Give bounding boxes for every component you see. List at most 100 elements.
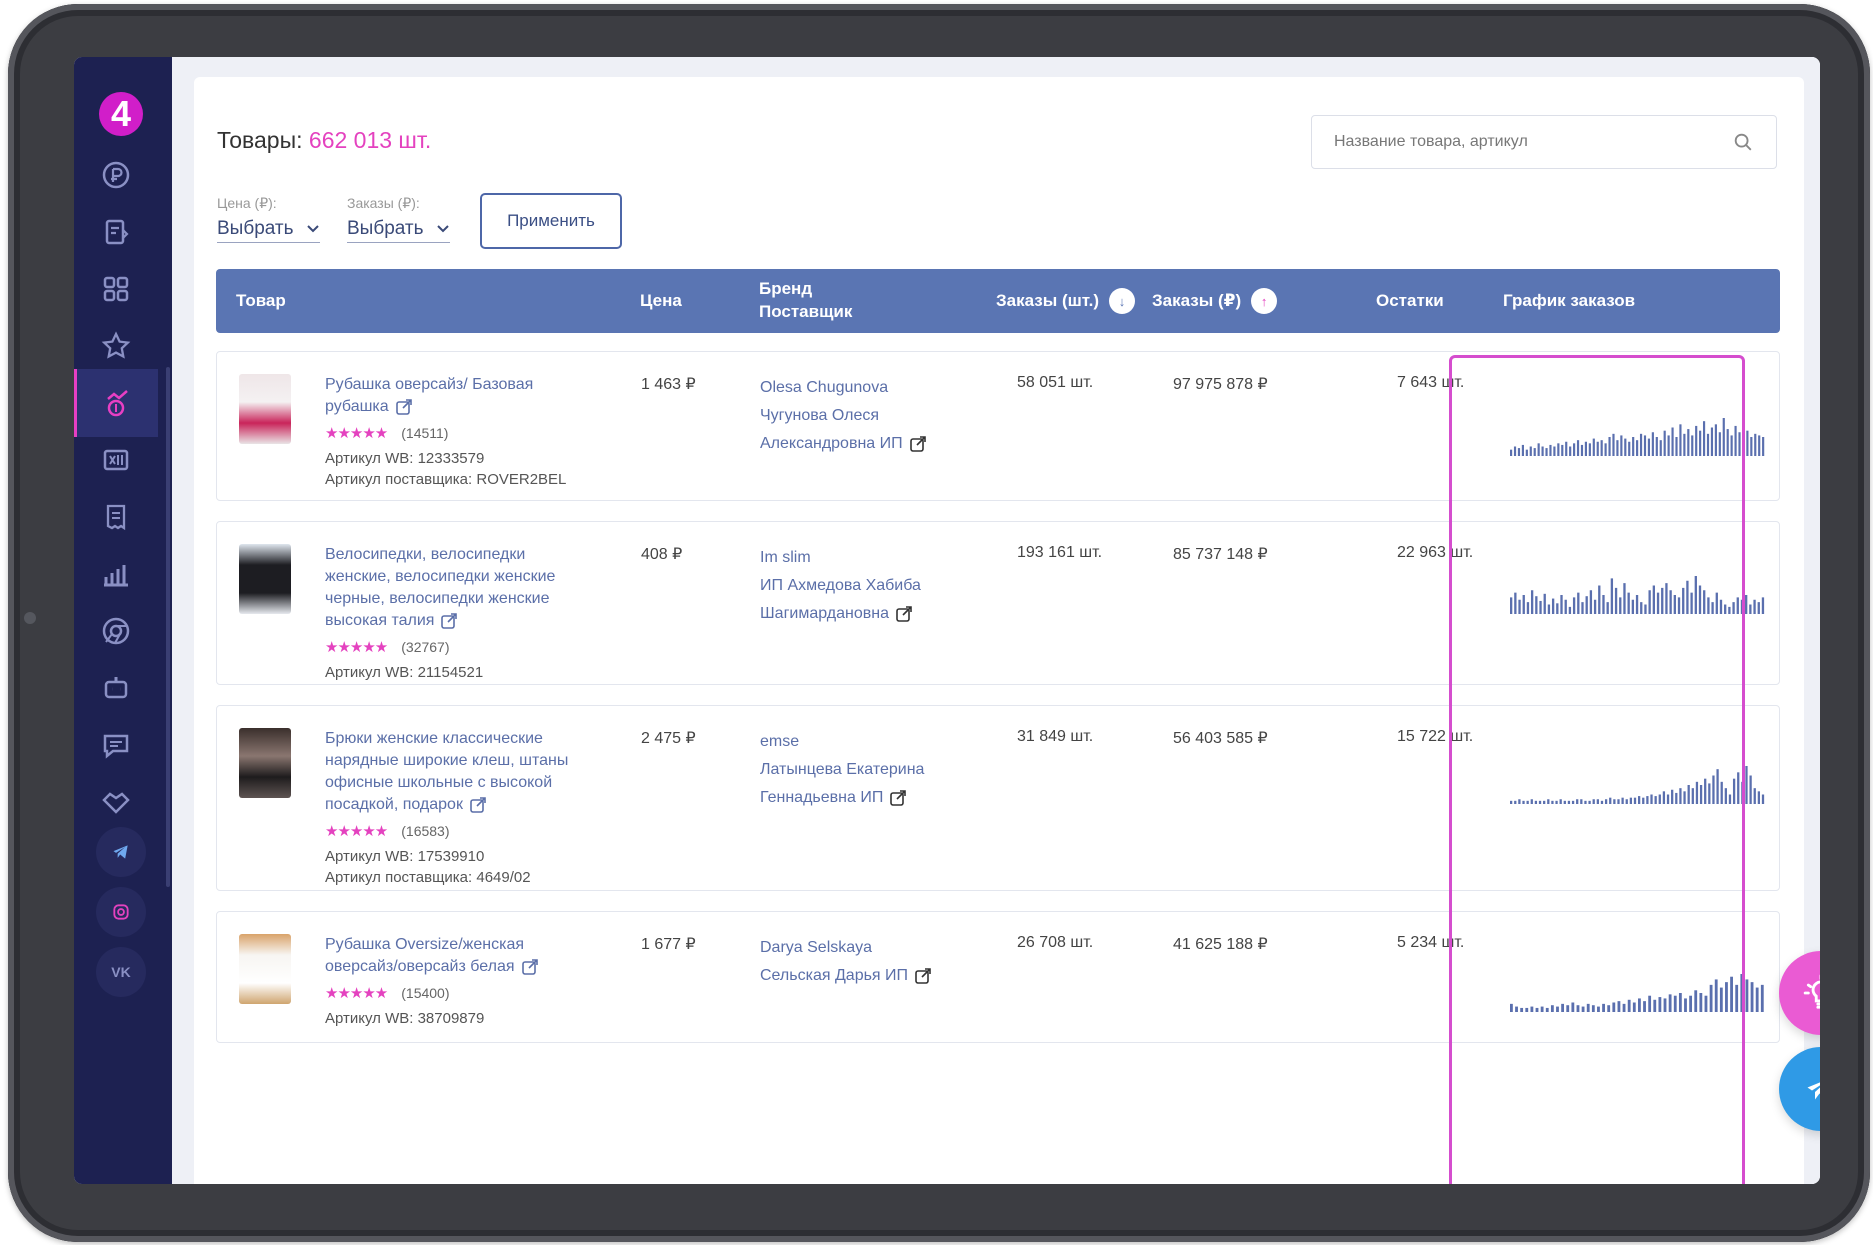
brand-supplier[interactable]: Olesa Chugunova Чугунова Олеся Александр… bbox=[760, 374, 960, 458]
table-header: Товар Цена Бренд Поставщик Заказы (шт.) … bbox=[216, 269, 1780, 333]
external-link-icon[interactable] bbox=[521, 958, 539, 976]
col-product[interactable]: Товар bbox=[236, 291, 286, 310]
search-input[interactable] bbox=[1334, 133, 1732, 151]
external-link-icon[interactable] bbox=[440, 612, 458, 630]
price-filter[interactable]: Цена (₽): Выбрать bbox=[217, 195, 320, 243]
sparkline-bar bbox=[1673, 995, 1677, 1012]
bar-chart-icon[interactable] bbox=[74, 540, 158, 608]
orders-filter-select[interactable]: Выбрать bbox=[347, 218, 450, 243]
external-link-icon[interactable] bbox=[395, 398, 413, 416]
sparkline-bar bbox=[1647, 438, 1651, 456]
product-name[interactable]: Рубашка Oversize/женская оверсайз/оверса… bbox=[325, 934, 615, 978]
vk-icon[interactable]: VK bbox=[96, 947, 146, 997]
sparkline-bar bbox=[1706, 433, 1710, 456]
robot-icon[interactable] bbox=[74, 654, 158, 722]
sparkline-bar bbox=[1684, 998, 1687, 1012]
grid-icon[interactable] bbox=[74, 255, 158, 323]
instagram-icon[interactable] bbox=[96, 887, 146, 937]
ruble-icon[interactable] bbox=[74, 141, 158, 209]
col-chart[interactable]: График заказов bbox=[1503, 291, 1636, 310]
sparkline-bar bbox=[1510, 597, 1513, 614]
sparkline-bar bbox=[1576, 799, 1579, 804]
app-logo[interactable]: 4 bbox=[99, 92, 143, 136]
sparkline-bar bbox=[1732, 602, 1735, 614]
product-name[interactable]: Брюки женские классические нарядные широ… bbox=[325, 730, 569, 814]
col-stock[interactable]: Остатки bbox=[1376, 291, 1444, 310]
external-link-icon[interactable] bbox=[914, 967, 932, 985]
orders-sparkline[interactable] bbox=[1510, 574, 1766, 614]
orders-sparkline[interactable] bbox=[1510, 416, 1766, 456]
col-price[interactable]: Цена bbox=[640, 291, 682, 310]
sparkline-bar bbox=[1543, 593, 1546, 614]
table-row[interactable]: Рубашка оверсайз/ Базовая рубашка ★★★★★ (… bbox=[216, 351, 1780, 501]
report-icon[interactable] bbox=[74, 198, 158, 266]
sparkline-bar bbox=[1646, 796, 1649, 804]
sidebar-scrollbar[interactable] bbox=[166, 367, 170, 887]
sparkline-bar bbox=[1514, 592, 1517, 614]
col-brand[interactable]: Бренд Поставщик bbox=[759, 269, 852, 333]
sparkline-bar bbox=[1518, 599, 1521, 614]
sort-icon[interactable]: ↑ bbox=[1251, 288, 1278, 314]
sparkline-bar bbox=[1588, 443, 1591, 456]
sparkline-bar bbox=[1529, 446, 1532, 456]
brand-supplier[interactable]: emse Латынцева Екатерина Геннадьевна ИП bbox=[760, 733, 925, 807]
external-link-icon[interactable] bbox=[889, 789, 907, 807]
table-row[interactable]: Велосипедки, велосипедки женские, велоси… bbox=[216, 521, 1780, 685]
product-thumbnail[interactable] bbox=[239, 728, 291, 798]
sparkline-bar bbox=[1667, 435, 1670, 456]
sparkline-bar bbox=[1629, 797, 1633, 804]
sparkline-bar bbox=[1691, 435, 1694, 456]
sparkline-bar bbox=[1734, 425, 1737, 456]
sparkline-bar bbox=[1742, 433, 1745, 456]
rating: ★★★★★ (32767) bbox=[325, 638, 615, 656]
chrome-icon[interactable] bbox=[74, 597, 158, 665]
product-name[interactable]: Рубашка оверсайз/ Базовая рубашка bbox=[325, 376, 534, 416]
star-icon[interactable] bbox=[74, 312, 158, 380]
search-box[interactable] bbox=[1311, 115, 1777, 169]
product-thumbnail[interactable] bbox=[239, 544, 291, 614]
sparkline-bar bbox=[1597, 1006, 1600, 1012]
orders-sparkline[interactable] bbox=[1510, 764, 1766, 804]
product-name[interactable]: Велосипедки, велосипедки женские, велоси… bbox=[325, 546, 556, 630]
chat-icon[interactable] bbox=[74, 711, 158, 779]
external-link-icon[interactable] bbox=[909, 435, 927, 453]
sparkline-bar bbox=[1728, 794, 1732, 804]
sparkline-bar bbox=[1522, 595, 1525, 614]
handshake-icon[interactable] bbox=[74, 768, 158, 836]
brand-supplier[interactable]: Darya Selskaya Сельская Дарья ИП bbox=[760, 934, 960, 990]
sparkline-bar bbox=[1755, 987, 1759, 1012]
price-filter-select[interactable]: Выбрать bbox=[217, 218, 320, 243]
orders-sparkline[interactable] bbox=[1510, 972, 1766, 1012]
rating: ★★★★★ (14511) bbox=[325, 424, 615, 442]
receipt-icon[interactable] bbox=[74, 483, 158, 551]
col-orders-qty[interactable]: Заказы (шт.) ↓ bbox=[996, 269, 1136, 333]
sparkline-bar bbox=[1596, 799, 1599, 804]
table-row[interactable]: Брюки женские классические нарядные широ… bbox=[216, 705, 1780, 891]
excel-icon[interactable] bbox=[74, 426, 158, 494]
sparkline-bar bbox=[1698, 585, 1702, 614]
brand-supplier[interactable]: Im slim ИП Ахмедова Хабиба Шагимардановн… bbox=[760, 549, 921, 623]
sparkline-bar bbox=[1682, 587, 1685, 614]
col-orders-rub[interactable]: Заказы (₽) ↑ bbox=[1152, 269, 1278, 333]
table-row[interactable]: Рубашка Oversize/женская оверсайз/оверса… bbox=[216, 911, 1780, 1043]
price-filter-label: Цена (₽): bbox=[217, 195, 277, 211]
sort-desc-icon[interactable]: ↓ bbox=[1109, 288, 1136, 314]
sparkline-bar bbox=[1632, 437, 1635, 456]
product-thumbnail[interactable] bbox=[239, 374, 291, 444]
sparkline-bar bbox=[1541, 446, 1544, 456]
sparkline-bar bbox=[1663, 998, 1667, 1012]
sparkline-bar bbox=[1761, 597, 1765, 614]
sparkline-bar bbox=[1654, 796, 1657, 804]
external-link-icon[interactable] bbox=[895, 605, 913, 623]
sparkline-bar bbox=[1757, 602, 1760, 614]
orders-filter[interactable]: Заказы (₽): Выбрать bbox=[347, 195, 450, 243]
apply-button[interactable]: Применить bbox=[480, 193, 622, 249]
telegram-icon[interactable] bbox=[96, 827, 146, 877]
sparkline-bar bbox=[1761, 794, 1765, 804]
sparkline-bar bbox=[1540, 1006, 1544, 1012]
sparkline-bar bbox=[1648, 590, 1651, 614]
product-thumbnail[interactable] bbox=[239, 934, 291, 1004]
external-link-icon[interactable] bbox=[469, 796, 487, 814]
search-icon[interactable] bbox=[1732, 131, 1754, 153]
analytics-money-icon[interactable] bbox=[74, 369, 158, 437]
